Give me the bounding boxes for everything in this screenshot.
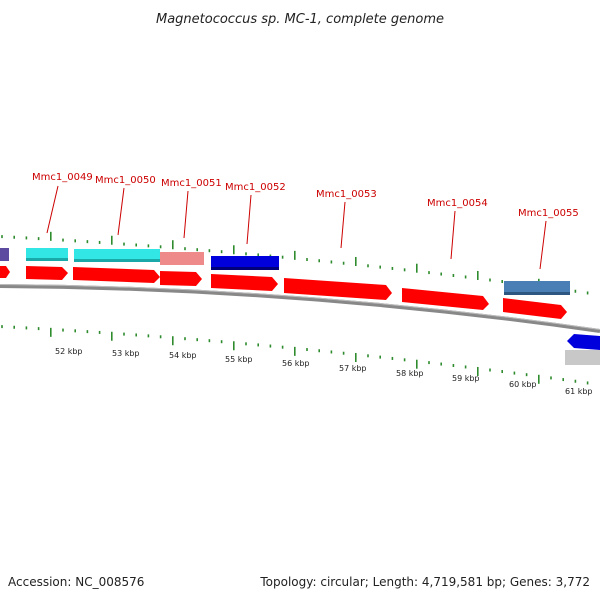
- gene-label: Mmc1_0049: [32, 172, 93, 183]
- gene-label: Mmc1_0055: [518, 208, 579, 219]
- kbp-label: 60 kbp: [509, 380, 537, 389]
- feature-block-purple: [0, 248, 9, 261]
- genome-backbone-highlight: [0, 284, 600, 330]
- kbp-label: 61 kbp: [565, 387, 593, 396]
- gene-leader-line: [450, 210, 456, 260]
- feature-block-cyan-shade: [26, 258, 68, 261]
- gene-label: Mmc1_0053: [316, 189, 377, 200]
- kbp-label: 55 kbp: [225, 355, 253, 364]
- tick-row-bottom: [1, 325, 589, 385]
- cds-arrow: [160, 271, 202, 286]
- cds-arrow: [503, 298, 567, 319]
- feature-block-cyan: [74, 249, 160, 262]
- accession-text: Accession: NC_008576: [8, 575, 144, 589]
- cds-arrow: [0, 266, 10, 278]
- feature-block-blue-shade: [211, 267, 279, 270]
- feature-block-cyan-shade: [74, 259, 160, 262]
- gene-label: Mmc1_0050: [95, 175, 156, 186]
- gene-leader-line: [117, 187, 125, 236]
- kbp-label-layer: 52 kbp 53 kbp 54 kbp 55 kbp 56 kbp 57 kbp 58 k…: [55, 347, 593, 396]
- genome-backbone: [0, 284, 600, 333]
- feature-row-upper: [0, 248, 570, 295]
- feature-block-steel-shade: [504, 292, 570, 295]
- gene-leader-line: [246, 194, 252, 245]
- kbp-label: 57 kbp: [339, 364, 367, 373]
- feature-arrow-blue: [567, 334, 600, 350]
- feature-block-grey: [565, 350, 600, 365]
- kbp-label: 56 kbp: [282, 359, 310, 368]
- feature-block-pink: [160, 252, 204, 265]
- gene-leader-line: [340, 201, 346, 249]
- cds-arrow: [211, 274, 278, 291]
- cds-arrow: [284, 278, 392, 300]
- kbp-label: 54 kbp: [169, 351, 197, 360]
- map-title: Magnetococcus sp. MC-1, complete genome: [156, 12, 444, 27]
- kbp-label: 59 kbp: [452, 374, 480, 383]
- tick-row-top: [1, 231, 589, 295]
- feature-block-cyan: [26, 248, 68, 261]
- gene-label: Mmc1_0054: [427, 198, 488, 209]
- gene-leader-line: [46, 185, 59, 234]
- kbp-label: 53 kbp: [112, 349, 140, 358]
- cds-arrow: [73, 267, 160, 283]
- kbp-label: 52 kbp: [55, 347, 83, 356]
- gene-label-layer: Mmc1_0049 Mmc1_0050 Mmc1_0051 Mmc1_0052 Mmc1…: [32, 172, 579, 270]
- gene-leader-line: [183, 190, 189, 239]
- feature-row-lower: [565, 334, 600, 365]
- kbp-label: 58 kbp: [396, 369, 424, 378]
- gene-label: Mmc1_0051: [161, 178, 222, 189]
- cds-arrow: [402, 288, 489, 310]
- cds-row: [0, 266, 567, 319]
- gene-label: Mmc1_0052: [225, 182, 286, 193]
- cds-arrow: [26, 266, 68, 280]
- feature-block-steel: [504, 281, 570, 295]
- genome-summary-text: Topology: circular; Length: 4,719,581 bp…: [259, 575, 590, 589]
- gene-leader-line: [539, 220, 547, 270]
- feature-block-blue: [211, 256, 279, 270]
